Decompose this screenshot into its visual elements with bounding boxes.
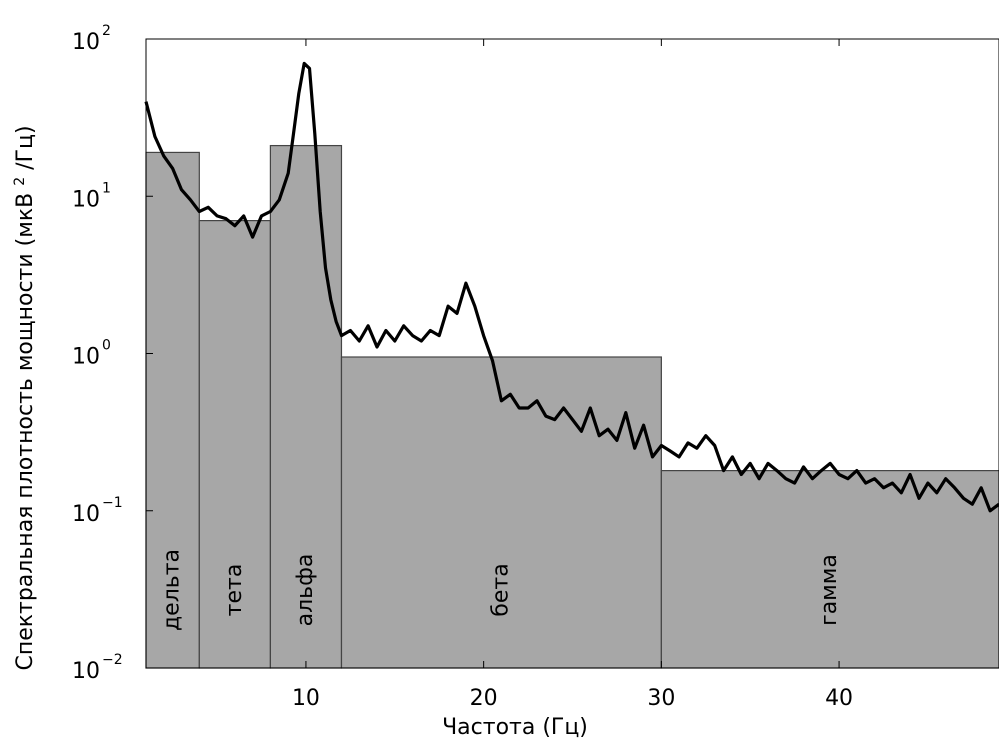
y-axis-label-unit-tail: /Гц) [13, 125, 38, 169]
y-tick-exp-3: 1 [102, 180, 111, 196]
y-tick-exp-0: −2 [102, 652, 123, 668]
y-axis-label-unit-sup: 2 [12, 177, 28, 186]
band-label-0: дельта [160, 549, 185, 631]
y-tick-exp-4: 2 [102, 23, 111, 39]
x-tick-label-0: 10 [292, 686, 320, 711]
x-axis-label: Частота (Гц) [442, 715, 588, 740]
band-labels: дельта тета альфа бета гамма [160, 549, 843, 631]
band-bar-2 [269, 144, 343, 669]
band-bar-3 [340, 356, 662, 669]
band-bars [145, 144, 999, 669]
y-tick-base-3: 10 [72, 187, 100, 212]
band-bar-4 [660, 470, 999, 669]
x-tick-label-2: 30 [647, 686, 675, 711]
y-tick-base-4: 10 [72, 30, 100, 55]
band-label-1: тета [222, 564, 247, 617]
band-label-3: бета [488, 563, 513, 616]
y-tick-base-0: 10 [72, 659, 100, 684]
x-tick-label-1: 20 [470, 686, 498, 711]
x-tick-label-3: 40 [825, 686, 853, 711]
band-bar-1 [198, 220, 271, 669]
y-tick-label-0: 10 [72, 659, 100, 684]
y-tick-exp-1: −1 [102, 495, 123, 511]
y-tick-base-1: 10 [72, 502, 100, 527]
y-tick-label-1: 10 [72, 502, 100, 527]
y-tick-label-4: 10 [72, 30, 100, 55]
band-bar-0 [145, 151, 200, 669]
band-label-2: альфа [293, 554, 318, 627]
spectrum-line [144, 61, 999, 513]
y-axis-label-main: Спектральная плотность мощности [13, 253, 38, 670]
y-tick-base-2: 10 [72, 345, 100, 370]
y-axis-label-unit: (мкВ [13, 193, 38, 247]
y-tick-label-2: 10 [72, 345, 100, 370]
x-axis: 10 20 30 40 [292, 39, 853, 711]
y-axis-label: Спектральная плотность мощности (мкВ 2 /… [5, 125, 38, 670]
y-tick-label-3: 10 [72, 187, 100, 212]
y-tick-exp-2: 0 [102, 338, 111, 354]
band-label-4: гамма [817, 554, 842, 626]
